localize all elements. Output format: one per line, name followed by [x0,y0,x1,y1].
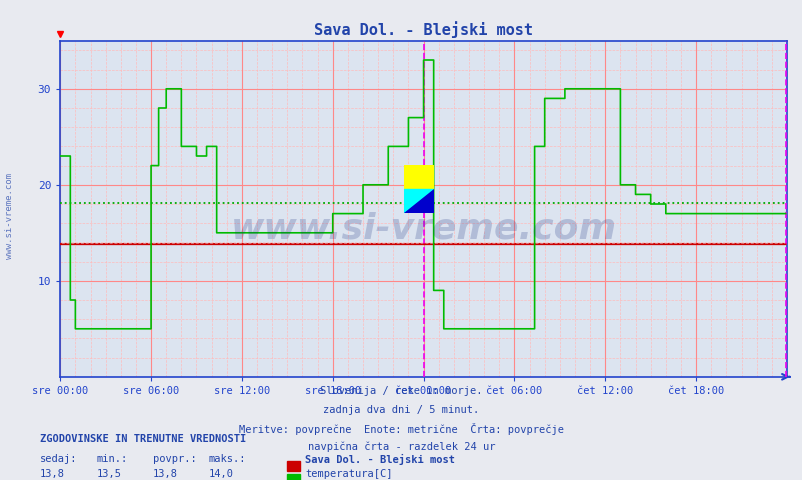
Text: temperatura[C]: temperatura[C] [305,469,392,479]
Text: Sava Dol. - Blejski most: Sava Dol. - Blejski most [305,454,455,465]
Text: 13,5: 13,5 [96,469,121,479]
Text: ZGODOVINSKE IN TRENUTNE VREDNOSTI: ZGODOVINSKE IN TRENUTNE VREDNOSTI [40,434,246,444]
Text: navpična črta - razdelek 24 ur: navpična črta - razdelek 24 ur [307,441,495,452]
Text: 13,8: 13,8 [152,469,177,479]
Polygon shape [403,189,433,213]
Text: 13,8: 13,8 [40,469,65,479]
Polygon shape [403,165,433,189]
Text: povpr.:: povpr.: [152,454,196,464]
Title: Sava Dol. - Blejski most: Sava Dol. - Blejski most [314,22,533,38]
Text: 14,0: 14,0 [209,469,233,479]
Text: www.si-vreme.com: www.si-vreme.com [5,173,14,259]
Text: min.:: min.: [96,454,128,464]
Text: Meritve: povprečne  Enote: metrične  Črta: povprečje: Meritve: povprečne Enote: metrične Črta:… [239,423,563,435]
Text: sedaj:: sedaj: [40,454,78,464]
Polygon shape [403,189,433,213]
Text: zadnja dva dni / 5 minut.: zadnja dva dni / 5 minut. [323,405,479,415]
Text: Slovenija / reke in morje.: Slovenija / reke in morje. [320,386,482,396]
Text: maks.:: maks.: [209,454,246,464]
Text: www.si-vreme.com: www.si-vreme.com [230,212,616,246]
